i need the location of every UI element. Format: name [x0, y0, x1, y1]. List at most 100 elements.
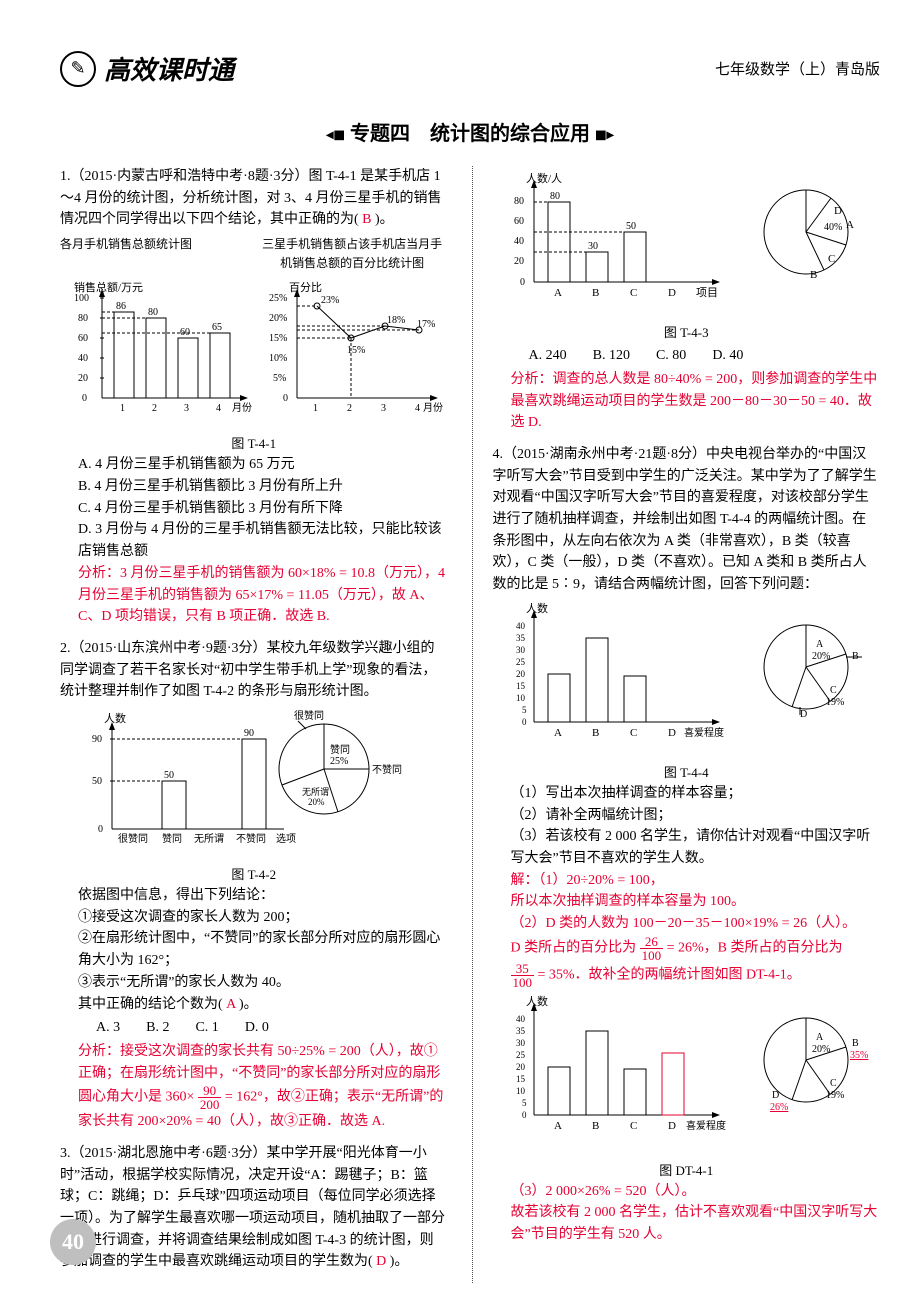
svg-text:C: C — [630, 727, 637, 739]
right-column: 人数/人 0 20 40 60 80 — [472, 166, 881, 1283]
svg-text:月份: 月份 — [232, 402, 252, 414]
svg-text:很赞同: 很赞同 — [294, 709, 324, 722]
svg-text:D: D — [800, 709, 807, 720]
svg-text:90: 90 — [92, 734, 102, 745]
svg-text:10: 10 — [516, 1086, 526, 1096]
svg-text:65: 65 — [212, 322, 222, 333]
svg-text:A: A — [554, 727, 562, 739]
svg-text:很赞同: 很赞同 — [118, 832, 148, 845]
svg-text:D: D — [834, 205, 842, 217]
svg-text:80: 80 — [148, 307, 158, 318]
svg-text:选项: 选项 — [276, 832, 296, 845]
svg-text:项目: 项目 — [696, 286, 718, 299]
svg-text:人数: 人数 — [526, 602, 548, 615]
q4-sol-5: 35100 = 35%．故补全的两幅统计图如图 DT-4-1。 — [493, 962, 881, 989]
svg-text:20%: 20% — [269, 313, 287, 324]
svg-text:20: 20 — [514, 256, 524, 267]
svg-text:50: 50 — [92, 776, 102, 787]
svg-text:10: 10 — [516, 693, 526, 703]
svg-text:C: C — [630, 287, 637, 299]
svg-text:A: A — [846, 219, 854, 231]
svg-text:D: D — [668, 1120, 676, 1132]
svg-text:3: 3 — [381, 403, 386, 414]
q1-fig-label: 图 T-4-1 — [60, 434, 448, 454]
svg-text:B: B — [810, 269, 817, 281]
q4-sol-1: 解：（1）20÷20% = 100， — [493, 870, 881, 892]
svg-text:18%: 18% — [387, 315, 405, 326]
svg-text:C: C — [630, 1120, 637, 1132]
q2-fig-label: 图 T-4-2 — [60, 865, 448, 885]
q2-frac-d: 200 — [198, 1098, 222, 1111]
q2-option-b: B. 2 — [146, 1017, 169, 1039]
svg-text:赞同: 赞同 — [330, 743, 350, 756]
q3-stem: 3.（2015·湖北恩施中考·6题·3分）某中学开展“阳光体育一小时”活动，根据… — [60, 1146, 445, 1269]
q4-fig-label: 图 T-4-4 — [493, 763, 881, 783]
svg-text:4: 4 — [415, 403, 420, 414]
svg-text:40: 40 — [516, 1014, 526, 1024]
svg-text:15: 15 — [516, 1074, 526, 1084]
svg-text:30: 30 — [588, 241, 598, 252]
brand-text: 高效课时通 — [104, 50, 234, 87]
svg-text:不赞同: 不赞同 — [372, 763, 402, 776]
svg-text:23%: 23% — [321, 295, 339, 306]
q3-stem-after: )。 — [390, 1254, 409, 1269]
svg-text:喜爱程度: 喜爱程度 — [686, 1119, 726, 1132]
svg-text:40: 40 — [514, 236, 524, 247]
svg-text:19%: 19% — [826, 697, 844, 708]
svg-text:0: 0 — [522, 1110, 527, 1120]
q2-ask-after: )。 — [239, 997, 258, 1012]
svg-text:A: A — [554, 1120, 562, 1132]
svg-text:40: 40 — [78, 353, 88, 364]
q2-option-d: D. 0 — [245, 1017, 269, 1039]
svg-text:A: A — [554, 287, 562, 299]
grade-label: 七年级数学（上）青岛版 — [715, 58, 880, 79]
triangle-left-icon: ◂◼ — [326, 127, 345, 144]
q1-option-b: B. 4 月份三星手机销售额比 3 月份有所上升 — [60, 476, 448, 498]
svg-text:D: D — [772, 1090, 779, 1101]
svg-text:20: 20 — [516, 669, 526, 679]
q4-sol-4: D 类所占的百分比为 26100 = 26%，B 类所占的百分比为 — [493, 935, 881, 962]
q2-item-3: ③表示“无所谓”的家长人数为 40。 — [60, 972, 448, 994]
svg-text:1: 1 — [313, 403, 318, 414]
svg-text:人数: 人数 — [526, 995, 548, 1008]
svg-text:25%: 25% — [330, 756, 348, 767]
q1-option-d: D. 3 月份与 4 月份的三星手机销售额无法比较，只能比较该店销售总额 — [60, 519, 448, 562]
svg-text:0: 0 — [82, 393, 87, 404]
svg-text:A: A — [816, 639, 824, 650]
svg-text:20%: 20% — [308, 797, 325, 807]
svg-text:0: 0 — [522, 717, 527, 727]
q4-sol-3: （2）D 类的人数为 100－20－35－100×19% = 26（人）。 — [493, 913, 881, 935]
section-title-text: 专题四 统计图的综合应用 — [350, 123, 590, 145]
question-3-stem: 3.（2015·湖北恩施中考·6题·3分）某中学开展“阳光体育一小时”活动，根据… — [60, 1143, 448, 1273]
q2-item-1: ①接受这次调查的家长人数为 200； — [60, 907, 448, 929]
q2-body: 依据图中信息，得出下列结论： — [60, 885, 448, 907]
svg-text:3: 3 — [184, 403, 189, 414]
svg-text:19%: 19% — [826, 1090, 844, 1101]
q3-option-a: A. 240 — [529, 345, 567, 367]
q4-sol-2: 所以本次抽样调查的样本容量为 100。 — [493, 891, 881, 913]
svg-text:赞同: 赞同 — [162, 832, 182, 845]
q1-answer: B — [362, 212, 371, 227]
svg-text:50: 50 — [164, 770, 174, 781]
svg-text:0: 0 — [520, 277, 525, 288]
svg-text:0: 0 — [283, 393, 288, 404]
svg-text:C: C — [830, 685, 837, 696]
svg-text:2: 2 — [152, 403, 157, 414]
svg-text:25: 25 — [516, 1050, 526, 1060]
svg-text:60: 60 — [514, 216, 524, 227]
svg-text:20%: 20% — [812, 651, 830, 662]
svg-text:B: B — [852, 1038, 859, 1049]
q3-option-c: C. 80 — [656, 345, 686, 367]
svg-text:20%: 20% — [812, 1044, 830, 1055]
svg-text:0: 0 — [98, 824, 103, 835]
svg-text:60: 60 — [180, 327, 190, 338]
q1-chart-title-right: 三星手机销售额占该手机店当月手机销售总额的百分比统计图 — [257, 235, 448, 272]
q2-option-a: A. 3 — [96, 1017, 120, 1039]
q3-charts: 人数/人 0 20 40 60 80 — [496, 172, 876, 317]
svg-text:17%: 17% — [417, 319, 435, 330]
svg-text:不赞同: 不赞同 — [236, 832, 266, 845]
svg-text:10%: 10% — [269, 353, 287, 364]
q1-chart-title-left: 各月手机销售总额统计图 — [60, 235, 251, 272]
q4-frac-35d: 100 — [511, 976, 535, 989]
q4-sol4-pre: D 类所占的百分比为 — [511, 940, 637, 955]
